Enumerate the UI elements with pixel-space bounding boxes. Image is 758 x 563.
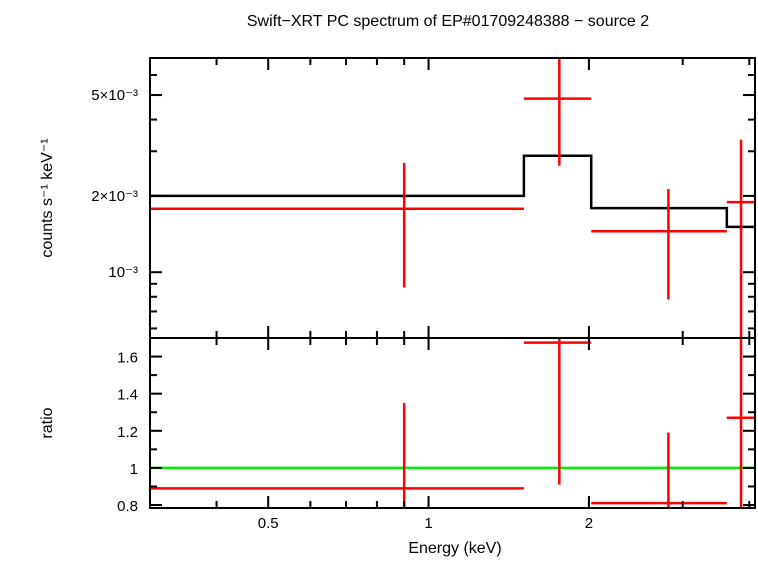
ratio-y-tick-label: 1: [130, 461, 138, 478]
y-tick-label: 10⁻³: [108, 264, 138, 281]
ratio-y-tick-label: 1.4: [117, 387, 138, 404]
y-tick-label: 2×10⁻³: [91, 188, 138, 205]
x-tick-label: 2: [585, 515, 593, 532]
spectrum-panel-frame: [149, 57, 756, 339]
x-tick-label: 0.5: [258, 515, 279, 532]
y-tick-label: 5×10⁻³: [91, 87, 138, 104]
y-axis-label-top: counts s⁻¹ keV⁻¹: [39, 138, 56, 257]
x-tick-label: 1: [424, 515, 432, 532]
ratio-panel-frame: [149, 337, 756, 509]
x-axis-label: Energy (keV): [408, 540, 501, 557]
ratio-y-tick-label: 1.6: [117, 350, 138, 367]
model-step-line: [150, 154, 755, 229]
chart-title: Swift−XRT PC spectrum of EP#01709248388 …: [247, 13, 649, 30]
ratio-y-tick-label: 1.2: [117, 424, 138, 441]
y-axis-label-bottom: ratio: [39, 407, 56, 438]
ratio-y-tick-label: 0.8: [117, 498, 138, 515]
